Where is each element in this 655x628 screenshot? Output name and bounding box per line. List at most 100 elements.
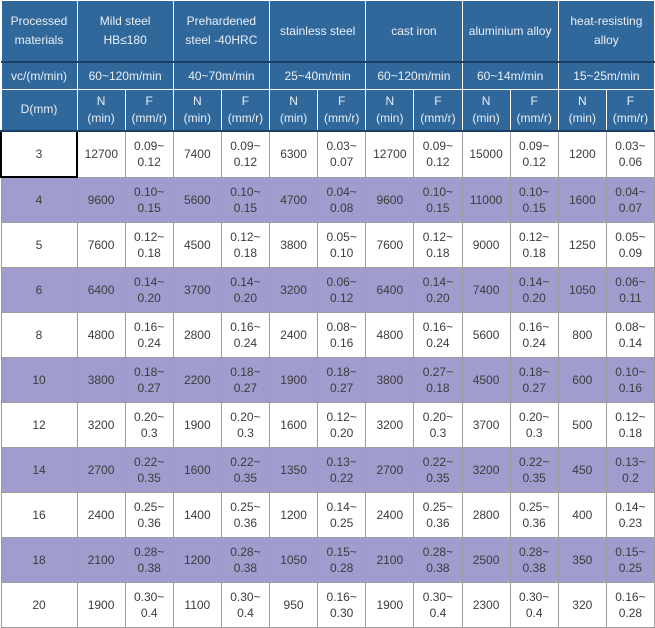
feed-rate-cell: 0.28~ 0.38 — [124, 537, 174, 583]
spindle-speed-cell: 4500 — [461, 357, 511, 403]
table-row: 3 12700 0.09~ 0.12 7400 0.09~ 0.12 6300 0.03~ 0.0… — [0, 130, 655, 178]
spindle-speed-cell: 7600 — [76, 222, 126, 268]
table-row: 8 4800 0.16~ 0.24 2800 0.16~ 0.24 2400 0.08~ 0.16… — [0, 312, 655, 358]
spindle-speed-cell: 7600 — [365, 222, 415, 268]
table-row: 6 6400 0.14~ 0.20 3700 0.14~ 0.20 3200 0.06~ 0.12… — [0, 267, 655, 313]
spindle-speed-cell: 2800 — [461, 492, 511, 538]
cutting-speed-row: vc/(m/min) 60~120m/min 40~70m/min 25~40m… — [0, 61, 655, 90]
feed-rate-cell: 0.20~ 0.3 — [509, 402, 559, 448]
feed-rate-cell: 0.18~ 0.27 — [509, 357, 559, 403]
feed-rate-cell: 0.18~ 0.27 — [317, 357, 367, 403]
feed-rate-cell: 0.22~ 0.35 — [124, 447, 174, 493]
diameter-cell: 8 — [0, 312, 78, 358]
spindle-speed-cell: 800 — [557, 312, 607, 358]
feed-rate-cell: 0.20~ 0.3 — [124, 402, 174, 448]
feed-rate-cell: 0.30~ 0.4 — [124, 582, 174, 628]
spindle-speed-cell: 1600 — [172, 447, 222, 493]
table-header: Processed materials Mild steel HB≤180 Pr… — [0, 0, 655, 132]
spindle-speed-cell: 4700 — [268, 176, 319, 223]
feed-rate-cell: 0.10~ 0.15 — [124, 176, 174, 223]
feed-rate-cell: 0.14~ 0.20 — [509, 267, 559, 313]
spindle-speed-cell: 2300 — [461, 582, 511, 628]
f-column-header: F (mm/r) — [509, 89, 559, 132]
feed-rate-cell: 0.14~ 0.25 — [317, 492, 367, 538]
table-row: 10 3800 0.18~ 0.27 2200 0.18~ 0.27 1900 0.18~ 0.2… — [0, 357, 655, 403]
spindle-speed-cell: 3800 — [76, 357, 126, 403]
spindle-speed-cell: 6400 — [76, 267, 126, 313]
diameter-cell: 14 — [0, 447, 78, 493]
feed-rate-cell: 0.18~ 0.27 — [220, 357, 271, 403]
spindle-speed-cell: 1600 — [268, 402, 319, 448]
material-header-cast-iron: cast iron — [365, 0, 463, 63]
spindle-speed-cell: 1350 — [268, 447, 319, 493]
feed-rate-cell: 0.25~ 0.36 — [220, 492, 271, 538]
spindle-speed-cell: 2700 — [365, 447, 415, 493]
materials-header-row: Processed materials Mild steel HB≤180 Pr… — [0, 0, 655, 63]
feed-rate-cell: 0.15~ 0.28 — [317, 537, 367, 583]
spindle-speed-cell: 6400 — [365, 267, 415, 313]
feed-rate-cell: 0.06~ 0.12 — [317, 267, 367, 313]
spindle-speed-cell: 450 — [557, 447, 607, 493]
corner-header-cell: Processed materials — [0, 0, 78, 63]
feed-rate-cell: 0.25~ 0.36 — [509, 492, 559, 538]
spindle-speed-cell: 2100 — [365, 537, 415, 583]
spindle-speed-cell: 9600 — [76, 176, 126, 223]
diameter-cell-selected: 3 — [0, 130, 78, 178]
table-row: 18 2100 0.28~ 0.38 1200 0.28~ 0.38 1050 0.15~ 0.2… — [0, 537, 655, 583]
spindle-speed-cell: 2800 — [172, 312, 222, 358]
f-column-header: F (mm/r) — [605, 89, 655, 132]
feed-rate-cell: 0.05~ 0.09 — [605, 222, 655, 268]
spindle-speed-cell: 3800 — [365, 357, 415, 403]
cutting-speed-row-label: vc/(m/min) — [0, 61, 78, 90]
spindle-speed-cell: 5600 — [172, 176, 222, 223]
f-column-header: F (mm/r) — [413, 89, 463, 132]
spindle-speed-cell: 320 — [557, 582, 607, 628]
feed-rate-cell: 0.25~ 0.36 — [413, 492, 463, 538]
spindle-speed-cell: 350 — [557, 537, 607, 583]
feed-rate-cell: 0.12~ 0.20 — [317, 402, 367, 448]
spindle-speed-cell: 2500 — [461, 537, 511, 583]
feed-rate-cell: 0.09~ 0.12 — [413, 130, 463, 178]
spindle-speed-cell: 2400 — [76, 492, 126, 538]
feed-rate-cell: 0.04~ 0.07 — [605, 176, 655, 223]
feed-rate-cell: 0.30~ 0.4 — [509, 582, 559, 628]
spindle-speed-cell: 2700 — [76, 447, 126, 493]
feed-rate-cell: 0.10~ 0.15 — [220, 176, 271, 223]
feed-rate-cell: 0.03~ 0.06 — [605, 130, 655, 178]
feed-rate-cell: 0.28~ 0.38 — [220, 537, 271, 583]
diameter-cell: 12 — [0, 402, 78, 448]
feed-rate-cell: 0.15~ 0.25 — [605, 537, 655, 583]
n-column-header: N (min) — [557, 89, 607, 132]
feed-rate-cell: 0.20~ 0.3 — [413, 402, 463, 448]
feed-rate-cell: 0.14~ 0.20 — [220, 267, 271, 313]
diameter-header-cell: D(mm) — [0, 89, 78, 132]
material-header-heat-resisting-alloy: heat-resisting alloy — [557, 0, 655, 63]
spindle-speed-cell: 500 — [557, 402, 607, 448]
spindle-speed-cell: 2400 — [268, 312, 319, 358]
table-row: 5 7600 0.12~ 0.18 4500 0.12~ 0.18 3800 0.05~ 0.10… — [0, 222, 655, 268]
spindle-speed-cell: 9000 — [461, 222, 511, 268]
spindle-speed-cell: 1900 — [76, 582, 126, 628]
material-header-stainless-steel: stainless steel — [268, 0, 367, 63]
spindle-speed-cell: 1900 — [365, 582, 415, 628]
diameter-cell: 5 — [0, 222, 78, 268]
n-column-header: N (min) — [76, 89, 126, 132]
material-header-prehardened-steel: Prehardened steel -40HRC — [172, 0, 271, 63]
spindle-speed-cell: 1600 — [557, 176, 607, 223]
spindle-speed-cell: 4800 — [76, 312, 126, 358]
cutting-speed-prehardened-steel: 40~70m/min — [172, 61, 271, 90]
spindle-speed-cell: 950 — [268, 582, 319, 628]
feed-rate-cell: 0.09~ 0.12 — [220, 130, 271, 178]
spindle-speed-cell: 4500 — [172, 222, 222, 268]
material-header-mild-steel: Mild steel HB≤180 — [76, 0, 174, 63]
spindle-speed-cell: 3200 — [461, 447, 511, 493]
feed-rate-cell: 0.04~ 0.08 — [317, 176, 367, 223]
feed-rate-cell: 0.08~ 0.14 — [605, 312, 655, 358]
feed-rate-cell: 0.30~ 0.4 — [413, 582, 463, 628]
cutting-speed-stainless-steel: 25~40m/min — [268, 61, 367, 90]
feed-rate-cell: 0.14~ 0.20 — [413, 267, 463, 313]
diameter-cell: 10 — [0, 357, 78, 403]
feed-rate-cell: 0.05~ 0.10 — [317, 222, 367, 268]
spindle-speed-cell: 2100 — [76, 537, 126, 583]
